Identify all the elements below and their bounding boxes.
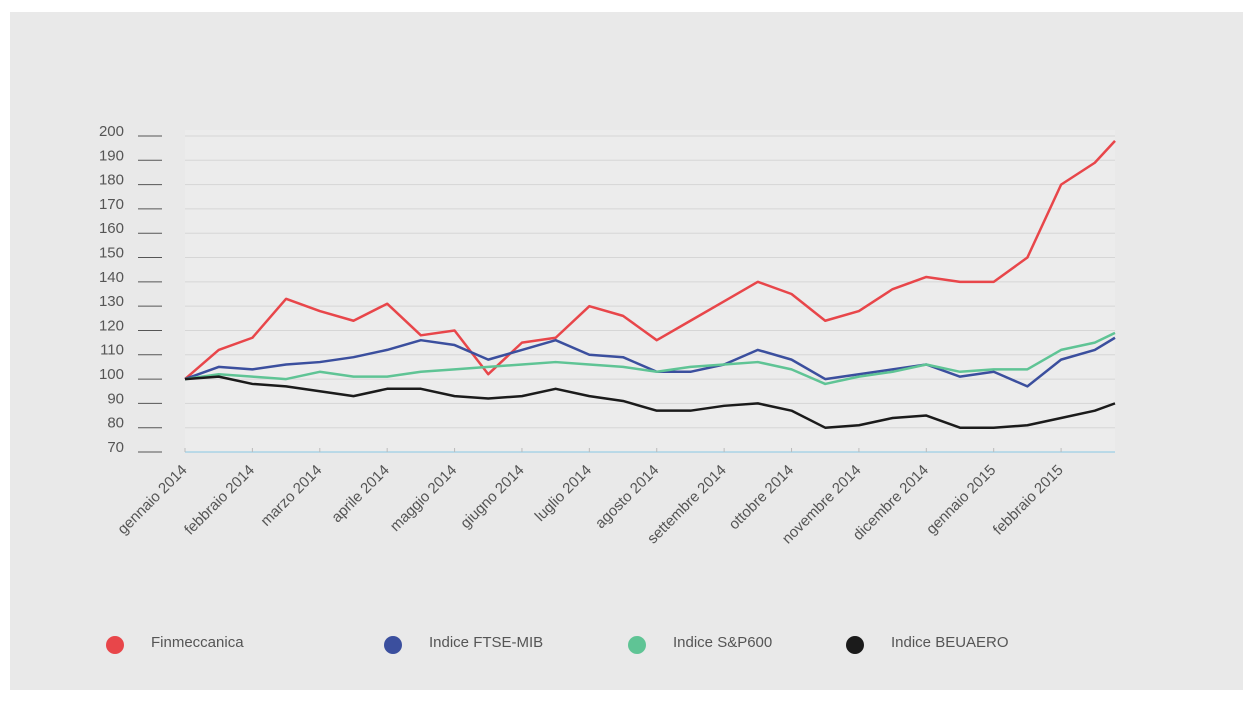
y-tick-label: 190 (99, 147, 124, 164)
y-tick-label: 160 (99, 220, 124, 237)
y-tick-label: 70 (107, 439, 124, 456)
y-tick-label: 200 (99, 123, 124, 140)
y-tick-label: 130 (99, 293, 124, 310)
y-tick-label: 150 (99, 245, 124, 262)
y-tick-label: 100 (99, 366, 124, 383)
y-tick-label: 110 (100, 342, 124, 359)
legend-swatch (106, 636, 124, 654)
y-tick-label: 180 (99, 172, 124, 189)
y-tick-label: 140 (99, 269, 124, 286)
plot-area (185, 130, 1115, 452)
legend-label: Finmeccanica (151, 634, 244, 651)
series-line (184, 375, 1116, 429)
y-tick-label: 120 (99, 317, 124, 334)
y-tick-label: 170 (99, 196, 124, 213)
legend-label: Indice S&P600 (673, 634, 772, 651)
legend-swatch (846, 636, 864, 654)
legend-label: Indice BEUAERO (891, 634, 1009, 651)
legend-swatch (628, 636, 646, 654)
legend-swatch (384, 636, 402, 654)
y-tick-label: 80 (107, 415, 124, 432)
legend-label: Indice FTSE-MIB (429, 634, 543, 651)
series-line (184, 140, 1116, 381)
y-tick-label: 90 (107, 390, 124, 407)
series-line (184, 331, 1116, 386)
